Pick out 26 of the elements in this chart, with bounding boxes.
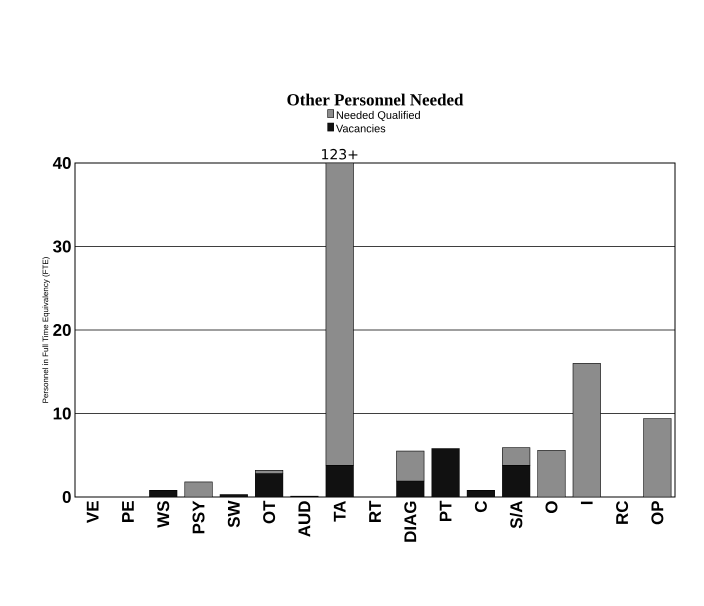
y-tick-label: 20 [53,324,71,336]
x-tick-label: VE [86,501,98,524]
x-tick-label: OP [651,501,664,524]
x-tick-label: PE [122,501,134,522]
y-tick-label: 40 [52,157,71,170]
x-tick-label: OT [263,500,276,524]
chart-title: Other Personnel Needed [287,94,464,106]
x-tick-label: SW [228,500,240,528]
x-tick-label: RC [616,500,628,524]
x-tick-label: RT [369,500,381,522]
x-tick-label: AUD [298,501,310,537]
x-tick-label: C [474,500,487,512]
x-tick-label: TA [334,500,346,522]
annotation: 123+ [322,148,358,160]
legend-label: Vacancies [336,124,386,132]
y-tick-label: 10 [54,408,71,420]
x-tick-label: O [545,501,558,514]
x-tick-label: PT [440,500,452,522]
x-tick-label: PSY [192,500,205,534]
x-tick-label: I [580,502,593,504]
x-tick-label: DIAG [404,502,416,542]
x-tick-label: S/A [510,500,522,528]
x-tick-label: WS [157,501,170,528]
y-tick-label: 30 [53,240,71,253]
y-tick-label: 0 [62,491,71,503]
legend-label: Needed Qualified [336,110,420,121]
